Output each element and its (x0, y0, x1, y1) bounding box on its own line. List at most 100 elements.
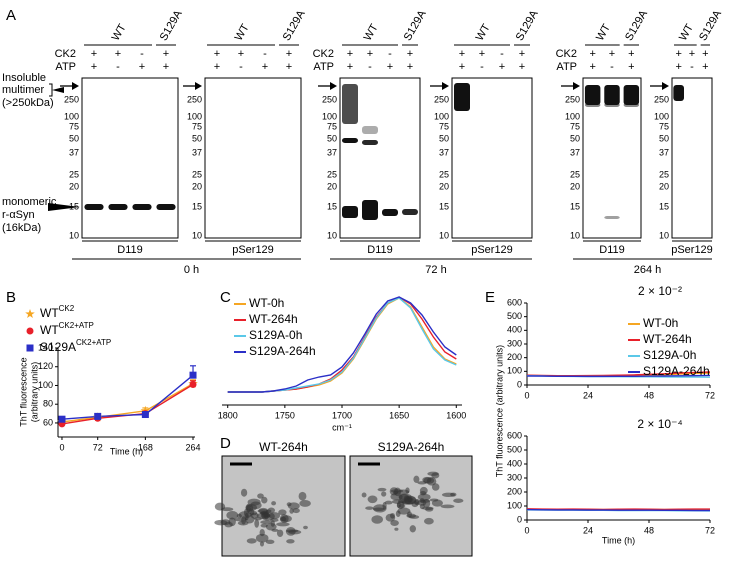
band (402, 209, 418, 215)
atp-sign: - (690, 61, 694, 73)
ck2-sign: - (388, 48, 392, 60)
monomer-label: r-αSyn (2, 209, 35, 221)
marker-label: 75 (570, 121, 580, 131)
marker-label: 50 (69, 133, 79, 143)
fibril (367, 495, 378, 504)
fibril (384, 500, 393, 505)
band (673, 85, 684, 101)
x-tick-label: 1600 (446, 410, 466, 420)
antibody-label: D119 (599, 244, 624, 256)
row-label: ATP (556, 61, 577, 73)
y-tick-label: 500 (507, 311, 522, 321)
lane-group: WT (594, 22, 613, 43)
panel-label: B (6, 289, 16, 306)
marker-label: 100 (64, 111, 79, 121)
marker-label: 10 (327, 230, 337, 240)
band (362, 140, 378, 145)
fibril (394, 527, 399, 531)
fibril (298, 491, 307, 501)
line (61, 374, 194, 420)
fibril (413, 475, 420, 483)
fibril (260, 520, 272, 525)
marker-label: 50 (570, 133, 580, 143)
legend-label: S129A-0h (643, 348, 696, 362)
lane-group: S129A (697, 8, 724, 43)
marker-label: 15 (659, 201, 669, 211)
antibody-label: pSer129 (671, 244, 713, 256)
marker-label: 75 (69, 121, 79, 131)
marker-label: 20 (69, 181, 79, 191)
ck2-sign: + (459, 48, 465, 60)
marker-label: 37 (327, 147, 337, 157)
legend-sup: CK2 (59, 304, 75, 313)
ck2-sign: + (347, 48, 353, 60)
arrow-head (72, 82, 79, 90)
x-axis-label: Time (h) (602, 535, 635, 545)
atp-sign: + (499, 61, 505, 73)
marker-label: 75 (659, 121, 669, 131)
ck2-sign: - (500, 48, 504, 60)
marker-label: 250 (322, 94, 337, 104)
fibril (279, 514, 289, 524)
fibril (260, 523, 268, 528)
legend-label: WTCK2+ATP (40, 321, 94, 337)
lane-group: S129A (514, 8, 541, 43)
antibody-label: pSer129 (232, 244, 274, 256)
ck2-sign: + (407, 48, 413, 60)
x-tick-label: 48 (644, 390, 654, 400)
marker-label: 50 (327, 133, 337, 143)
x-tick-label: 72 (93, 442, 103, 452)
y-tick-label: 60 (43, 417, 53, 427)
fibril (419, 486, 428, 495)
atp-sign: - (239, 61, 243, 73)
lane-group: S129A (158, 8, 185, 43)
line (61, 382, 194, 423)
marker-label: 250 (187, 94, 202, 104)
y-tick-label: 500 (507, 444, 522, 454)
lane-group: WT (110, 22, 129, 43)
legend-label: WT-264h (643, 332, 692, 346)
atp-sign: + (214, 61, 220, 73)
row-label: CK2 (556, 48, 577, 60)
marker-label: 25 (327, 169, 337, 179)
panel-label: E (485, 289, 495, 306)
ck2-sign: + (163, 48, 169, 60)
fibril (285, 527, 296, 536)
marker-label: 25 (439, 169, 449, 179)
x-tick-label: 72 (705, 525, 715, 535)
chart-title: 2 × 10⁻⁴ (637, 417, 682, 431)
blot (81, 77, 179, 239)
fibril (228, 517, 236, 527)
marker-label: 10 (659, 230, 669, 240)
marker-label: 10 (439, 230, 449, 240)
marker-label: 100 (322, 111, 337, 121)
fibril (255, 533, 269, 543)
fibril (257, 493, 264, 499)
marker-label: 50 (439, 133, 449, 143)
band (342, 138, 358, 143)
y-axis-label: (arbitrary units) (29, 362, 39, 423)
x-axis-label: Time (h) (110, 446, 143, 456)
time-label: 0 h (184, 264, 199, 276)
marker (26, 344, 34, 352)
fibril (431, 472, 440, 479)
arrow-head (195, 82, 202, 90)
fibril (361, 492, 367, 498)
legend-sup: CK2+ATP (76, 338, 111, 347)
marker-label: 250 (565, 94, 580, 104)
legend-label: S129A-264h (249, 344, 316, 358)
y-tick-label: 100 (507, 500, 522, 510)
arrow-head (662, 82, 669, 90)
monomer-label: monomeric (2, 196, 57, 208)
legend-label: WT-264h (249, 312, 298, 326)
multimer-label: Insoluble (2, 72, 46, 84)
y-tick-label: 400 (507, 325, 522, 335)
ck2-sign: + (214, 48, 220, 60)
panel-label: A (6, 7, 16, 24)
fibril (214, 502, 226, 511)
y-tick-label: 600 (507, 430, 522, 440)
marker (26, 327, 34, 335)
marker-label: 75 (439, 121, 449, 131)
marker-label: 250 (654, 94, 669, 104)
x-tick-label: 24 (583, 390, 593, 400)
